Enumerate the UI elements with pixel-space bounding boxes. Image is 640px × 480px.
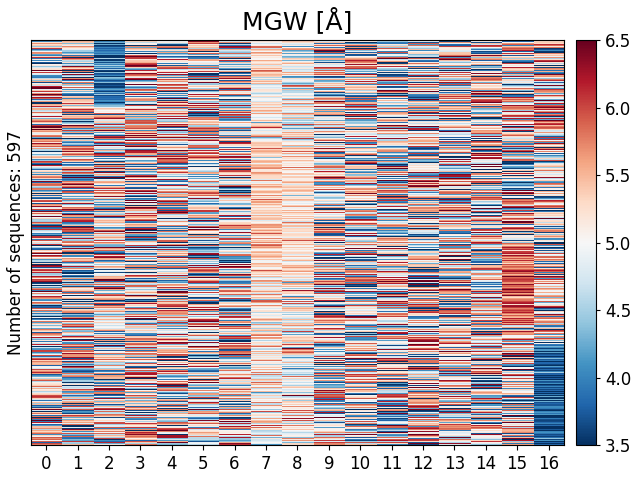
Y-axis label: Number of sequences: 597: Number of sequences: 597 bbox=[7, 130, 25, 355]
Title: MGW [Å]: MGW [Å] bbox=[242, 7, 353, 34]
